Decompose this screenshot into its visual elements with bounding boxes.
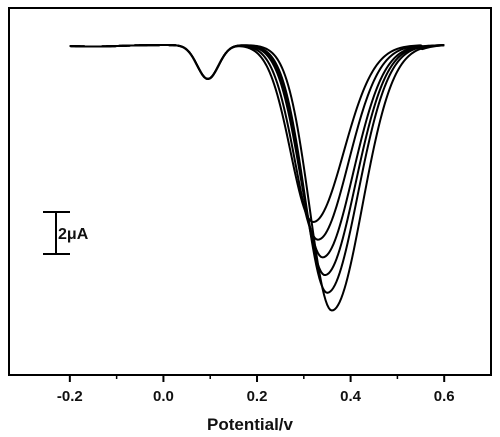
curves-group — [69, 44, 445, 312]
x-axis-ticks — [68, 375, 446, 382]
x-axis-tick-labels: -0.2 0.0 0.2 0.4 0.6 — [57, 388, 455, 405]
x-axis-label: Potential/v — [207, 415, 294, 434]
x-tick-label: -0.2 — [57, 388, 83, 405]
scale-bar-label: 2μA — [58, 226, 89, 243]
plot-frame — [8, 7, 492, 376]
x-tick-label: 0.4 — [340, 388, 362, 405]
x-tick-label: 0.0 — [153, 388, 174, 405]
voltammogram-curve-2 — [69, 44, 445, 241]
voltammogram-curve-6 — [69, 44, 445, 312]
x-tick-label: 0.2 — [247, 388, 268, 405]
voltammogram-curve-5 — [69, 44, 445, 294]
scale-bar: 2μA — [43, 211, 89, 255]
x-tick-label: 0.6 — [434, 388, 455, 405]
